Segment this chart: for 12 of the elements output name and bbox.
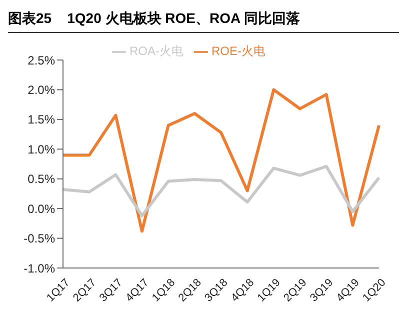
y-tick-label: 1.5% (28, 112, 56, 127)
y-tick-label: 2.5% (28, 53, 56, 68)
y-tick-label: -0.5% (24, 232, 56, 246)
line-series (62, 88, 380, 233)
y-tick-label: 1.0% (28, 142, 56, 156)
legend-label: ROE-火电 (212, 44, 266, 58)
chart-title: 图表25 1Q20 火电板块 ROE、ROA 同比回落 (8, 8, 399, 33)
y-tick-label: 0.0% (28, 202, 56, 216)
line-series (62, 164, 380, 218)
y-tick-label: -1.0% (24, 261, 56, 276)
y-tick-label: 2.0% (28, 82, 56, 97)
y-tick-label: 0.5% (28, 172, 56, 186)
